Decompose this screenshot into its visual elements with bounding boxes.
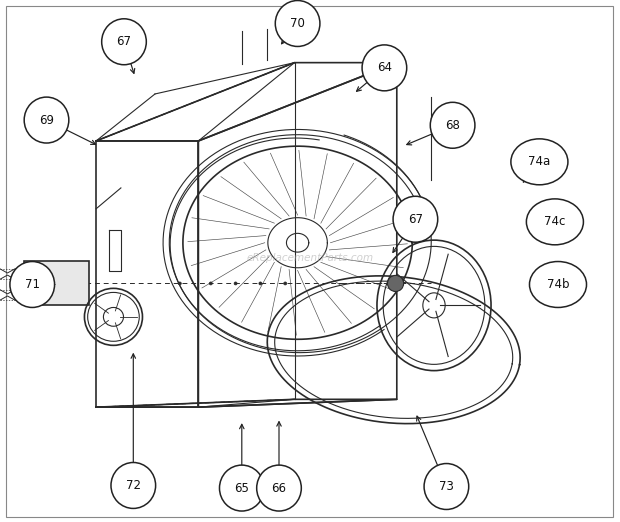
- Ellipse shape: [529, 262, 587, 307]
- Text: 68: 68: [445, 119, 460, 132]
- Ellipse shape: [430, 102, 475, 148]
- Circle shape: [210, 282, 212, 285]
- Ellipse shape: [424, 464, 469, 509]
- Text: 64: 64: [377, 62, 392, 74]
- Text: 65: 65: [234, 482, 249, 494]
- Ellipse shape: [257, 465, 301, 511]
- Text: 67: 67: [117, 35, 131, 48]
- Text: 69: 69: [39, 114, 54, 126]
- Text: eReplacementParts.com: eReplacementParts.com: [246, 253, 374, 264]
- FancyBboxPatch shape: [24, 261, 89, 305]
- Text: 74c: 74c: [544, 216, 565, 228]
- Ellipse shape: [393, 196, 438, 242]
- Text: 66: 66: [272, 482, 286, 494]
- Text: 70: 70: [290, 17, 305, 30]
- Circle shape: [179, 282, 181, 285]
- Text: 72: 72: [126, 479, 141, 492]
- Ellipse shape: [10, 262, 55, 307]
- Ellipse shape: [111, 462, 156, 508]
- Ellipse shape: [526, 199, 583, 245]
- Circle shape: [259, 282, 262, 285]
- Circle shape: [234, 282, 237, 285]
- Ellipse shape: [219, 465, 264, 511]
- Text: 71: 71: [25, 278, 40, 291]
- Ellipse shape: [362, 45, 407, 91]
- Ellipse shape: [511, 139, 568, 185]
- Text: 74b: 74b: [547, 278, 569, 291]
- Text: 73: 73: [439, 480, 454, 493]
- Ellipse shape: [102, 19, 146, 65]
- Text: 67: 67: [408, 213, 423, 226]
- Text: 74a: 74a: [528, 156, 551, 168]
- Circle shape: [284, 282, 286, 285]
- Ellipse shape: [24, 97, 69, 143]
- Ellipse shape: [275, 1, 320, 46]
- Circle shape: [388, 276, 404, 291]
